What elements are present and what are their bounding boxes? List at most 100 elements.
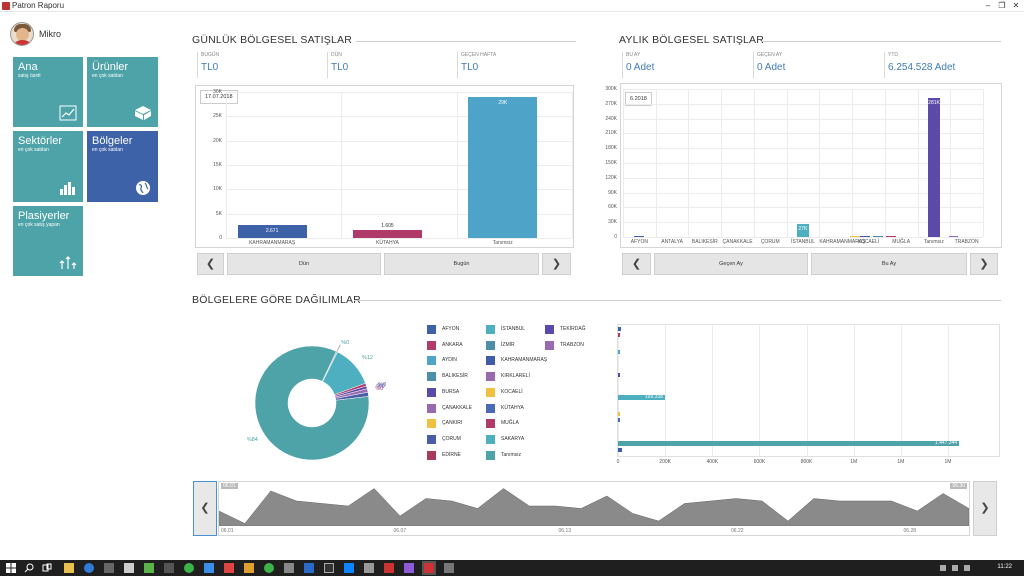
app-icon[interactable] [444,563,454,573]
daily-prev-button[interactable]: ❮ [197,253,224,275]
timeline-prev-button[interactable]: ❮ [193,481,217,536]
network-icon[interactable] [940,565,946,571]
kpi-label: BUGÜN [201,52,220,58]
timeline-range-selector[interactable]: 06.01 06.30 06.01 06.07 06.13 06.22 06.28 [218,481,970,536]
patron-raporu-taskbar-icon[interactable] [422,561,436,575]
tile-title: Plasiyerler [18,210,70,222]
monthly-prev-button[interactable]: ❮ [622,253,651,275]
gridline [721,89,723,237]
windows-start-icon[interactable] [6,563,16,573]
legend-swatch [427,387,436,397]
gridline [572,92,573,238]
window-title: Patron Raporu [12,1,65,10]
tile-plasiyerler[interactable]: Plasiyerler en çok satış yapan [13,206,83,276]
bar [850,236,861,237]
legend-label: EDİRNE [442,451,461,458]
kpi-ytd: YTD 6.254.528 Adet [884,52,1002,78]
y-tick-label: 30K [213,89,222,95]
kpi-yesterday: DÜN TL0 [327,52,455,78]
app-icon[interactable] [284,563,294,573]
task-view-icon[interactable] [42,563,52,573]
app-icon[interactable] [164,563,174,573]
y-tick-label: 15K [213,162,222,168]
legend-swatch [486,403,495,413]
legend-swatch [486,419,495,429]
gridline [884,89,886,237]
hbar-value-label: 199.338 [644,394,663,401]
visual-studio-icon[interactable] [404,563,414,573]
app-icon[interactable] [364,563,374,573]
volume-icon[interactable] [952,565,958,571]
restore-icon[interactable]: ❐ [998,1,1006,10]
gridline [917,89,919,237]
legend-label: AFYON [442,326,460,332]
kpi-this-month: BU AY 0 Adet [622,52,750,78]
gridline [456,92,458,238]
legend-swatch [545,325,554,334]
monthly-this-month-button[interactable]: Bu Ay [811,253,967,275]
x-tick-label: MUĞLA [892,239,911,245]
keyboard-icon[interactable] [964,565,970,571]
legend-swatch [427,340,436,350]
app-icon[interactable] [224,563,234,573]
divider [761,41,1001,42]
y-tick-label: 150K [605,160,617,166]
kpi-value: TL0 [461,62,479,73]
tile-urunler[interactable]: Ürünler en çok satılan [87,57,158,127]
gridline [665,325,667,456]
app-icon[interactable] [344,563,354,573]
tile-ana[interactable]: Ana satış özeti [13,57,83,127]
terminal-icon[interactable] [324,563,334,573]
gridline [226,92,227,238]
tile-subtitle: en çok satılan [92,73,123,79]
store-icon[interactable] [104,563,114,573]
legend-label: TRABZON [560,341,584,348]
edge-icon[interactable] [84,563,94,573]
legend-label: ÇANKIRI [442,420,463,427]
windows-taskbar: 11:22 [0,560,1024,576]
daily-today-button[interactable]: Bugün [384,253,539,275]
legend-swatch [427,419,436,429]
bar [860,236,871,237]
app-icon[interactable] [244,563,254,573]
gridline [226,92,572,93]
legend-swatch [427,434,436,444]
daily-yesterday-button[interactable]: Dün [227,253,381,275]
gridline [950,89,952,237]
timeline-start-badge: 06.01 [221,483,238,489]
app-icon[interactable] [204,563,214,573]
x-tick-label: KÜTAHYA [376,240,399,246]
window-titlebar: Patron Raporu – ❐ ✕ [0,0,1024,12]
timeline-area-chart [219,488,969,526]
legend-label: TEKİRDAĞ [560,326,586,332]
distribution-section-title: BÖLGELERE GÖRE DAĞILIMLAR [192,294,361,306]
tile-bolgeler[interactable]: Bölgeler en çok satılan [87,131,158,202]
android-icon[interactable] [144,563,154,573]
hbar [618,440,960,446]
gridline [900,325,902,456]
chrome-icon[interactable] [264,563,274,573]
app-icon[interactable] [384,563,394,573]
whatsapp-icon[interactable] [184,563,194,573]
search-icon[interactable] [24,563,34,573]
monthly-next-button[interactable]: ❯ [970,253,998,275]
gridline [623,177,983,179]
file-explorer-icon[interactable] [64,563,74,573]
monthly-bar-chart: 6.2018 0 30K 60K 90K 120K 150K 180K 210K 240K 270… [605,83,1002,248]
legend-swatch [486,340,495,350]
tile-title: Ürünler [92,61,129,73]
monthly-last-month-button[interactable]: Geçen Ay [654,253,808,275]
timeline-next-button[interactable]: ❯ [973,481,997,536]
minimize-icon[interactable]: – [985,1,991,10]
close-icon[interactable]: ✕ [1012,1,1020,10]
timeline-axis-label: 06.22 [731,528,744,534]
kpi-value: 0 Adet [757,62,786,73]
mail-icon[interactable] [124,563,134,573]
clock[interactable]: 11:22 [997,564,1012,570]
daily-next-button[interactable]: ❯ [542,253,571,275]
donut-slice-label: %84 [246,436,258,443]
x-tick-label: Tanımsız [492,240,513,246]
tile-sektorler[interactable]: Sektörler en çok satılan [13,131,83,202]
word-icon[interactable] [304,563,314,573]
legend-label: BALIKESİR [442,373,468,380]
